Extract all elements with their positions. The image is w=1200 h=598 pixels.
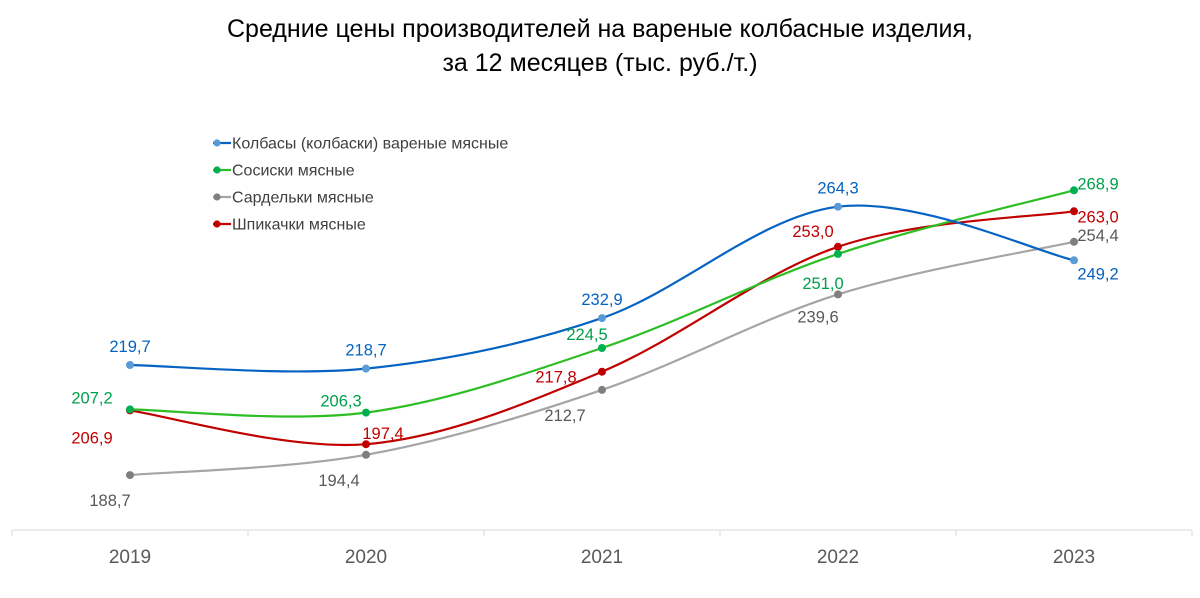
data-label: 206,3 — [320, 393, 361, 411]
data-label: 251,0 — [802, 275, 843, 293]
data-point — [598, 385, 606, 394]
data-point — [362, 408, 370, 417]
data-point — [598, 344, 606, 352]
legend: Колбасы (колбаски) вареные мясные Сосиски… — [213, 136, 508, 234]
data-point — [362, 364, 370, 373]
data-label: 254,4 — [1077, 227, 1118, 245]
data-point — [126, 405, 134, 414]
series-line — [128, 240, 1076, 477]
data-point — [1070, 207, 1078, 216]
data-point — [598, 314, 606, 323]
chart-title-line-2: за 12 месяцев (тыс. руб./т.) — [442, 49, 757, 77]
data-label: 197,4 — [362, 425, 403, 443]
data-point — [1070, 256, 1078, 265]
data-point — [834, 249, 842, 258]
legend-label: Сардельки мясные — [232, 190, 374, 207]
x-tick-label: 2021 — [581, 547, 623, 568]
data-label: 219,7 — [109, 338, 150, 356]
data-point — [126, 471, 134, 480]
legend-marker — [213, 166, 221, 174]
legend-marker — [213, 139, 221, 147]
data-point — [834, 242, 842, 251]
x-tick-label: 2020 — [345, 547, 387, 568]
data-point — [362, 450, 370, 459]
data-label: 194,4 — [318, 472, 359, 490]
data-label: 268,9 — [1077, 175, 1118, 193]
data-point — [834, 290, 842, 299]
x-axis: 2019 2020 2021 2022 2023 — [11, 529, 1193, 568]
x-tick-label: 2019 — [109, 547, 151, 568]
data-label: 224,5 — [566, 326, 607, 344]
data-label: 232,9 — [581, 291, 622, 309]
chart-title-line-1: Средние цены производителей на вареные к… — [227, 15, 973, 43]
data-label: 253,0 — [792, 223, 833, 241]
data-label: 263,0 — [1077, 208, 1118, 226]
data-label: 207,2 — [71, 389, 112, 407]
data-point — [598, 367, 606, 376]
data-point — [834, 202, 842, 211]
legend-marker — [213, 193, 221, 201]
data-label: 264,3 — [817, 180, 858, 198]
data-labels: 219,7 218,7 232,9 264,3 249,2 207,2 206,3 224,5… — [71, 175, 1118, 510]
data-label: 206,9 — [71, 429, 112, 447]
legend-label: Сосиски мясные — [232, 163, 355, 180]
data-point — [126, 361, 134, 369]
x-tick-label: 2022 — [817, 547, 859, 568]
data-label: 239,6 — [797, 308, 838, 326]
data-label: 218,7 — [345, 342, 386, 360]
data-point — [1070, 186, 1078, 195]
series-markers — [126, 186, 1078, 480]
legend-label: Шпикачки мясные — [232, 217, 366, 234]
data-label: 188,7 — [89, 492, 130, 510]
x-tick-label: 2023 — [1053, 547, 1095, 568]
legend-marker — [213, 220, 221, 228]
data-point — [1070, 237, 1078, 246]
legend-label: Колбасы (колбаски) вареные мясные — [232, 136, 508, 153]
data-label: 212,7 — [544, 407, 585, 425]
data-point — [362, 440, 370, 449]
data-label: 249,2 — [1077, 265, 1118, 283]
data-label: 217,8 — [535, 369, 576, 387]
